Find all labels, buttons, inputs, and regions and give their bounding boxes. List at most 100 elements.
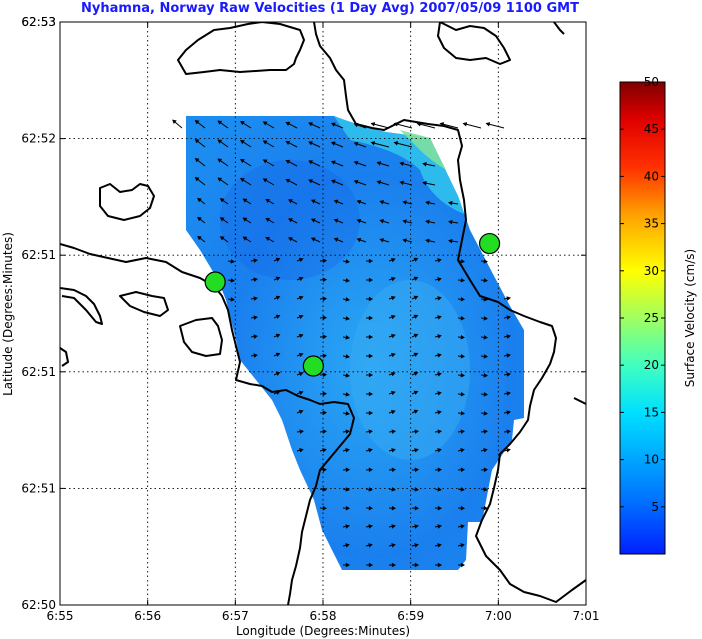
velocity-vector-head: [262, 159, 268, 164]
velocity-vector-head: [285, 178, 291, 183]
velocity-vector-head: [298, 314, 304, 320]
x-tick-label: 6:59: [397, 609, 424, 623]
velocity-vector-head: [265, 198, 271, 204]
velocity-vector-head: [416, 122, 422, 127]
velocity-vector-head: [345, 505, 351, 511]
station-marker: [302, 355, 324, 377]
velocity-vector-head: [413, 276, 419, 281]
velocity-vector-head: [194, 176, 200, 182]
velocity-vector-head: [391, 390, 396, 396]
velocity-vector-head: [285, 159, 291, 164]
velocity-vector-head: [368, 448, 373, 453]
velocity-vector-head: [368, 487, 373, 492]
velocity-vector-head: [172, 119, 177, 124]
velocity-vector-head: [483, 278, 488, 283]
velocity-vector-head: [506, 448, 511, 453]
velocity-vector-head: [414, 467, 420, 473]
velocity-vector-head: [298, 371, 304, 377]
x-axis-label: Longitude (Degrees:Minutes): [236, 624, 410, 638]
velocity-vector-head: [262, 121, 268, 126]
y-tick-label: 62:51: [21, 248, 56, 262]
velocity-vector-head: [194, 157, 200, 163]
velocity-vector-head: [275, 295, 281, 300]
velocity-vector-head: [322, 487, 327, 492]
velocity-vector-head: [483, 505, 489, 511]
velocity-vector-head: [285, 121, 291, 126]
velocity-vector-head: [460, 334, 466, 340]
velocity-vector-head: [310, 199, 316, 204]
velocity-vector-head: [460, 562, 466, 568]
velocity-vector-head: [483, 335, 488, 340]
velocity-vector-head: [219, 198, 225, 203]
velocity-vector-head: [217, 177, 223, 182]
velocity-vector-head: [368, 524, 373, 529]
velocity-vector-head: [308, 160, 313, 165]
radar-stations: [204, 232, 501, 377]
velocity-vector-head: [322, 410, 328, 416]
velocity-vector-head: [345, 297, 350, 302]
x-tick-label: 6:55: [47, 609, 74, 623]
velocity-field-peak-region: [400, 130, 446, 170]
velocity-vector-head: [506, 334, 511, 339]
velocity-vector-head: [345, 373, 350, 378]
velocity-vector-head: [253, 334, 258, 339]
velocity-vector-head: [437, 448, 442, 453]
velocity-vector-head: [437, 315, 442, 320]
velocity-vector-head: [460, 505, 466, 511]
velocity-vector-head: [298, 409, 304, 415]
velocity-vector-head: [275, 352, 281, 357]
y-tick-label: 62:53: [21, 15, 56, 29]
velocity-vector-head: [330, 160, 336, 165]
velocity-vector-head: [322, 467, 328, 473]
velocity-vector-head: [483, 316, 488, 321]
velocity-vector-head: [298, 333, 304, 339]
velocity-vector-head: [460, 448, 465, 453]
velocity-vector-head: [262, 140, 268, 145]
velocity-vector-head: [391, 276, 396, 282]
velocity-vector-head: [368, 372, 374, 378]
velocity-vector-head: [308, 141, 313, 146]
velocity-vector-head: [439, 122, 445, 127]
velocity-vector-head: [437, 296, 442, 301]
velocity-vector-head: [368, 505, 374, 511]
velocity-vector-head: [506, 391, 511, 396]
velocity-vector-head: [197, 235, 202, 241]
velocity-vector-head: [437, 391, 442, 396]
velocity-vector-head: [460, 277, 466, 283]
x-tick-label: 7:01: [573, 609, 600, 623]
station-marker: [478, 232, 501, 255]
velocity-vector-head: [414, 505, 420, 511]
velocity-vector-head: [506, 296, 511, 301]
velocity-vector-head: [448, 200, 453, 206]
velocity-vector-head: [483, 259, 488, 264]
velocity-vector-head: [437, 334, 442, 339]
velocity-vector-head: [391, 314, 396, 320]
velocity-vector-head: [414, 448, 419, 453]
velocity-vector-head: [391, 409, 396, 415]
velocity-vector-head: [506, 429, 511, 434]
y-tick-label: 62:51: [21, 365, 56, 379]
y-tick-label: 62:50: [21, 598, 56, 612]
velocity-vector-head: [219, 217, 225, 222]
velocity-vector-head: [288, 218, 293, 223]
plot-content: [60, 22, 586, 605]
velocity-vector-head: [330, 122, 336, 127]
velocity-vector-head: [422, 161, 427, 167]
velocity-vector-head: [345, 448, 350, 453]
velocity-vector-head: [437, 467, 443, 473]
velocity-vectors: [172, 119, 511, 568]
velocity-vector-head: [391, 524, 396, 529]
velocity-vector-head: [262, 178, 268, 183]
velocity-vector-head: [322, 296, 328, 302]
y-axis-label: Latitude (Degrees:Minutes): [1, 232, 15, 396]
velocity-vector-head: [391, 429, 396, 434]
velocity-vector-head: [391, 257, 396, 263]
x-tick-labels: 6:55 6:56 6:57 6:58 6:59 7:00 7:01: [47, 609, 600, 623]
y-tick-label: 62:51: [21, 481, 56, 495]
velocity-vector-head: [402, 219, 407, 224]
velocity-vector-head: [437, 505, 443, 511]
velocity-vector-head: [413, 352, 419, 357]
velocity-vector-head: [368, 315, 374, 321]
velocity-vector-head: [414, 524, 419, 529]
